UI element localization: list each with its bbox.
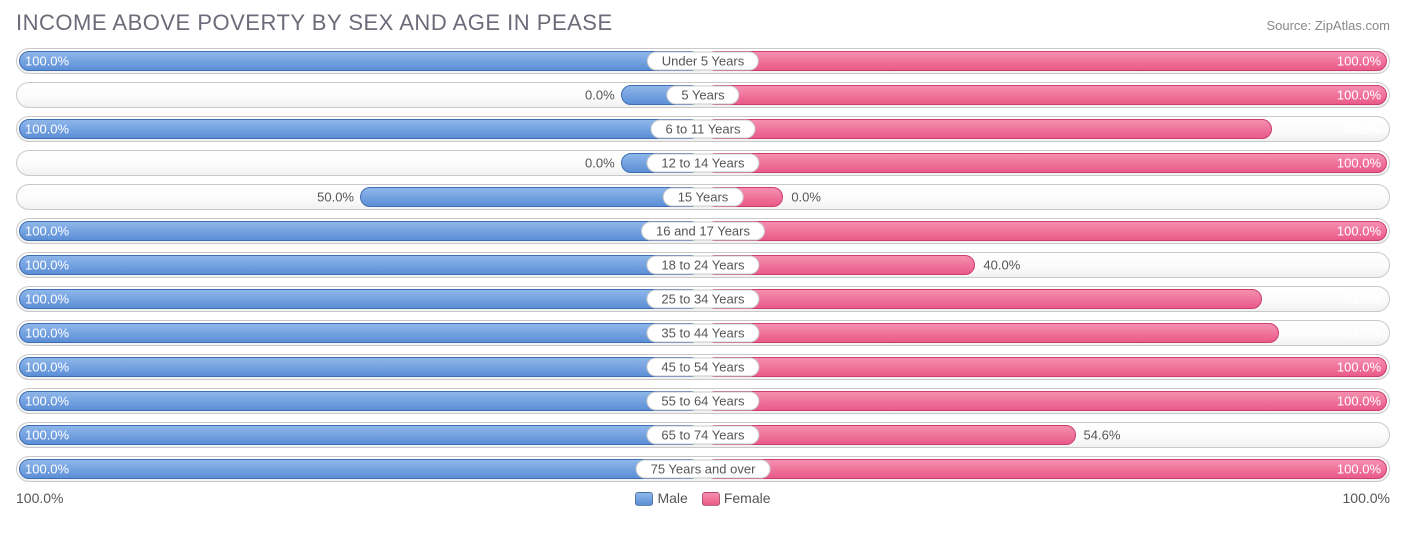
legend-male-label: Male bbox=[657, 490, 687, 506]
male-value: 100.0% bbox=[25, 394, 69, 409]
male-value: 0.0% bbox=[585, 156, 615, 171]
male-swatch-icon bbox=[635, 492, 653, 506]
male-bar bbox=[19, 221, 701, 241]
female-value: 84.2% bbox=[1344, 326, 1381, 341]
female-value: 100.0% bbox=[1337, 156, 1381, 171]
female-bar bbox=[705, 153, 1387, 173]
chart-row: 100.0% 40.0% 18 to 24 Years bbox=[16, 252, 1390, 278]
age-label: Under 5 Years bbox=[647, 52, 759, 71]
age-label: 12 to 14 Years bbox=[646, 154, 759, 173]
female-value: 81.8% bbox=[1344, 292, 1381, 307]
chart-row: 50.0% 0.0% 15 Years bbox=[16, 184, 1390, 210]
female-value: 100.0% bbox=[1337, 462, 1381, 477]
female-value: 40.0% bbox=[983, 258, 1020, 273]
female-value: 100.0% bbox=[1337, 394, 1381, 409]
age-label: 55 to 64 Years bbox=[646, 392, 759, 411]
female-value: 54.6% bbox=[1084, 428, 1121, 443]
chart-row: 100.0% 100.0% 45 to 54 Years bbox=[16, 354, 1390, 380]
chart-row: 100.0% 100.0% 16 and 17 Years bbox=[16, 218, 1390, 244]
male-value: 100.0% bbox=[25, 224, 69, 239]
male-value: 100.0% bbox=[25, 54, 69, 69]
female-bar bbox=[705, 85, 1387, 105]
age-label: 18 to 24 Years bbox=[646, 256, 759, 275]
age-label: 16 and 17 Years bbox=[641, 222, 765, 241]
male-value: 100.0% bbox=[25, 360, 69, 375]
male-value: 100.0% bbox=[25, 428, 69, 443]
male-bar bbox=[19, 119, 701, 139]
male-bar bbox=[19, 425, 701, 445]
chart-row: 0.0% 100.0% 12 to 14 Years bbox=[16, 150, 1390, 176]
legend-female: Female bbox=[702, 490, 771, 506]
age-label: 5 Years bbox=[666, 86, 739, 105]
chart-row: 100.0% 100.0% 55 to 64 Years bbox=[16, 388, 1390, 414]
age-label: 65 to 74 Years bbox=[646, 426, 759, 445]
source-label: Source: ZipAtlas.com bbox=[1266, 18, 1390, 33]
chart-title: INCOME ABOVE POVERTY BY SEX AND AGE IN P… bbox=[16, 10, 613, 36]
male-value: 100.0% bbox=[25, 122, 69, 137]
female-bar bbox=[705, 221, 1387, 241]
female-bar bbox=[705, 119, 1272, 139]
female-value: 83.3% bbox=[1344, 122, 1381, 137]
chart-row: 100.0% 100.0% Under 5 Years bbox=[16, 48, 1390, 74]
legend-male: Male bbox=[635, 490, 687, 506]
age-label: 15 Years bbox=[663, 188, 744, 207]
axis-right-label: 100.0% bbox=[1343, 490, 1390, 506]
female-swatch-icon bbox=[702, 492, 720, 506]
female-value: 100.0% bbox=[1337, 224, 1381, 239]
axis-left-label: 100.0% bbox=[16, 490, 63, 506]
age-label: 35 to 44 Years bbox=[646, 324, 759, 343]
female-bar bbox=[705, 323, 1279, 343]
female-value: 100.0% bbox=[1337, 88, 1381, 103]
male-value: 100.0% bbox=[25, 292, 69, 307]
female-bar bbox=[705, 459, 1387, 479]
age-label: 25 to 34 Years bbox=[646, 290, 759, 309]
male-bar bbox=[360, 187, 701, 207]
female-value: 100.0% bbox=[1337, 54, 1381, 69]
chart-row: 100.0% 100.0% 75 Years and over bbox=[16, 456, 1390, 482]
female-bar bbox=[705, 425, 1076, 445]
legend-female-label: Female bbox=[724, 490, 771, 506]
chart-row: 100.0% 84.2% 35 to 44 Years bbox=[16, 320, 1390, 346]
male-bar bbox=[19, 357, 701, 377]
legend: Male Female bbox=[635, 490, 770, 506]
female-bar bbox=[705, 391, 1387, 411]
male-bar bbox=[19, 255, 701, 275]
chart-row: 100.0% 83.3% 6 to 11 Years bbox=[16, 116, 1390, 142]
female-bar bbox=[705, 357, 1387, 377]
female-bar bbox=[705, 289, 1262, 309]
male-value: 50.0% bbox=[317, 190, 354, 205]
chart-row: 0.0% 100.0% 5 Years bbox=[16, 82, 1390, 108]
male-value: 0.0% bbox=[585, 88, 615, 103]
diverging-bar-chart: 100.0% 100.0% Under 5 Years 0.0% 100.0% 5 Yea… bbox=[16, 48, 1390, 482]
male-bar bbox=[19, 391, 701, 411]
male-bar bbox=[19, 323, 701, 343]
age-label: 6 to 11 Years bbox=[651, 120, 756, 139]
chart-row: 100.0% 54.6% 65 to 74 Years bbox=[16, 422, 1390, 448]
age-label: 45 to 54 Years bbox=[646, 358, 759, 377]
female-value: 100.0% bbox=[1337, 360, 1381, 375]
male-bar bbox=[19, 51, 701, 71]
male-value: 100.0% bbox=[25, 462, 69, 477]
male-value: 100.0% bbox=[25, 326, 69, 341]
male-bar bbox=[19, 289, 701, 309]
male-bar bbox=[19, 459, 701, 479]
female-value: 0.0% bbox=[791, 190, 821, 205]
female-bar bbox=[705, 51, 1387, 71]
age-label: 75 Years and over bbox=[636, 460, 771, 479]
male-value: 100.0% bbox=[25, 258, 69, 273]
chart-row: 100.0% 81.8% 25 to 34 Years bbox=[16, 286, 1390, 312]
